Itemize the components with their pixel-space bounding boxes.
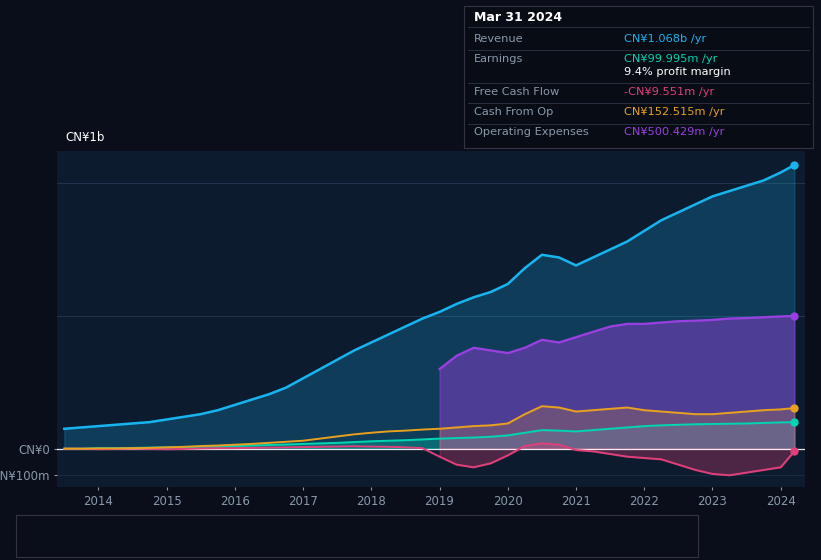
Text: Earnings: Earnings [474,54,523,64]
Text: 9.4% profit margin: 9.4% profit margin [624,67,731,77]
Text: Operating Expenses: Operating Expenses [474,127,589,137]
Text: Free Cash Flow: Free Cash Flow [474,87,559,97]
Text: Revenue: Revenue [474,34,523,44]
Text: Mar 31 2024: Mar 31 2024 [474,11,562,25]
Text: CN¥1b: CN¥1b [65,132,104,144]
Text: CN¥1.068b /yr: CN¥1.068b /yr [624,34,706,44]
Text: CN¥500.429m /yr: CN¥500.429m /yr [624,127,724,137]
Text: -CN¥9.551m /yr: -CN¥9.551m /yr [624,87,714,97]
Text: CN¥99.995m /yr: CN¥99.995m /yr [624,54,718,64]
Text: Cash From Op: Cash From Op [474,107,553,117]
Legend: Revenue, Earnings, Free Cash Flow, Cash From Op, Operating Expenses: Revenue, Earnings, Free Cash Flow, Cash … [56,530,576,555]
Text: CN¥152.515m /yr: CN¥152.515m /yr [624,107,724,117]
